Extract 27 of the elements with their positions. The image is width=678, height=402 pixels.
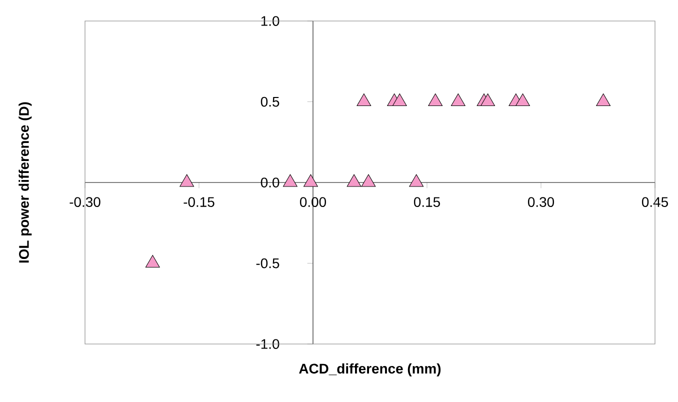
point — [409, 174, 424, 187]
point — [480, 93, 495, 106]
y-tick-label: 1.0 — [261, 16, 280, 26]
x-tick-label: -0.15 — [184, 197, 214, 207]
point — [428, 93, 443, 106]
x-tick-label: 0.15 — [414, 197, 440, 207]
x-tick-label: 0.00 — [300, 197, 326, 207]
y-axis-title: IOL power difference (D) — [18, 102, 32, 263]
x-tick-label: 0.45 — [642, 197, 668, 207]
point — [392, 93, 407, 106]
point — [356, 93, 372, 106]
point — [596, 93, 611, 106]
point — [180, 174, 194, 187]
y-tick-label: 0.0 — [260, 178, 280, 188]
point — [283, 174, 298, 187]
x-tick-label: 0.30 — [528, 197, 554, 207]
point — [361, 174, 376, 187]
x-axis-title: ACD_difference (mm) — [299, 363, 441, 376]
y-tick-label: 0.5 — [260, 96, 280, 107]
point — [346, 174, 362, 187]
y-tick-label: -1.0 — [256, 339, 280, 349]
y-tick-label: -0.5 — [256, 258, 280, 268]
point — [145, 254, 160, 268]
point — [516, 93, 530, 106]
point — [304, 174, 318, 187]
point — [450, 93, 466, 106]
x-tick-label: -0.30 — [70, 197, 100, 207]
